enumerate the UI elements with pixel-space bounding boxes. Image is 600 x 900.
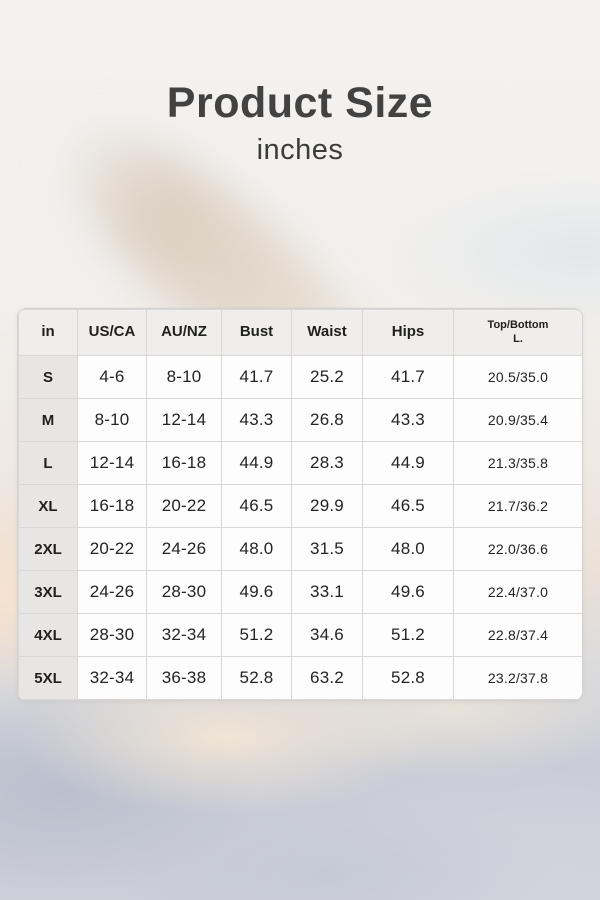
value-cell: 26.8: [291, 398, 363, 442]
table-row: 4XL 28-30 32-34 51.2 34.6 51.2 22.8/37.4: [18, 613, 582, 657]
table-row: XL 16-18 20-22 46.5 29.9 46.5 21.7/36.2: [18, 484, 582, 528]
table-row: 3XL 24-26 28-30 49.6 33.1 49.6 22.4/37.0: [18, 570, 582, 614]
value-cell: 20-22: [146, 484, 222, 528]
value-cell: 51.2: [221, 613, 292, 657]
value-cell: 34.6: [291, 613, 363, 657]
column-header: Top/Bottom L.: [453, 309, 582, 356]
value-cell: 49.6: [362, 570, 454, 614]
value-cell: 8-10: [77, 398, 147, 442]
table-row: 2XL 20-22 24-26 48.0 31.5 48.0 22.0/36.6: [18, 527, 582, 571]
value-cell: 28-30: [146, 570, 222, 614]
value-cell: 44.9: [362, 441, 454, 485]
column-header: AU/NZ: [146, 309, 222, 356]
column-header: in: [18, 309, 78, 356]
value-cell: 28.3: [291, 441, 363, 485]
value-cell: 28-30: [77, 613, 147, 657]
column-header: Hips: [362, 309, 454, 356]
value-cell: 12-14: [77, 441, 147, 485]
size-label-cell: XL: [18, 484, 78, 528]
value-cell: 29.9: [291, 484, 363, 528]
size-label-cell: 2XL: [18, 527, 78, 571]
value-cell: 48.0: [221, 527, 292, 571]
value-cell: 41.7: [221, 355, 292, 399]
value-cell: 20-22: [77, 527, 147, 571]
value-cell: 20.5/35.0: [453, 355, 582, 399]
table-row: S 4-6 8-10 41.7 25.2 41.7 20.5/35.0: [18, 355, 582, 399]
value-cell: 16-18: [77, 484, 147, 528]
value-cell: 51.2: [362, 613, 454, 657]
size-label-cell: 3XL: [18, 570, 78, 614]
value-cell: 46.5: [362, 484, 454, 528]
value-cell: 22.4/37.0: [453, 570, 582, 614]
size-label-cell: S: [18, 355, 78, 399]
value-cell: 22.0/36.6: [453, 527, 582, 571]
value-cell: 52.8: [221, 656, 292, 700]
value-cell: 52.8: [362, 656, 454, 700]
value-cell: 48.0: [362, 527, 454, 571]
value-cell: 16-18: [146, 441, 222, 485]
value-cell: 20.9/35.4: [453, 398, 582, 442]
value-cell: 24-26: [146, 527, 222, 571]
value-cell: 21.3/35.8: [453, 441, 582, 485]
value-cell: 4-6: [77, 355, 147, 399]
value-cell: 43.3: [362, 398, 454, 442]
value-cell: 31.5: [291, 527, 363, 571]
value-cell: 12-14: [146, 398, 222, 442]
size-label-cell: 5XL: [18, 656, 78, 700]
size-label-cell: M: [18, 398, 78, 442]
value-cell: 33.1: [291, 570, 363, 614]
column-header: Bust: [221, 309, 292, 356]
size-table-card: in US/CA AU/NZ Bust Waist Hips Top/Bottom L. S…: [17, 308, 583, 701]
value-cell: 23.2/37.8: [453, 656, 582, 700]
value-cell: 36-38: [146, 656, 222, 700]
size-table: in US/CA AU/NZ Bust Waist Hips Top/Bottom L. S…: [18, 309, 582, 700]
table-row: 5XL 32-34 36-38 52.8 63.2 52.8 23.2/37.8: [18, 656, 582, 700]
value-cell: 43.3: [221, 398, 292, 442]
column-header: Waist: [291, 309, 363, 356]
value-cell: 41.7: [362, 355, 454, 399]
size-label-cell: L: [18, 441, 78, 485]
value-cell: 44.9: [221, 441, 292, 485]
value-cell: 8-10: [146, 355, 222, 399]
column-header: US/CA: [77, 309, 147, 356]
value-cell: 22.8/37.4: [453, 613, 582, 657]
title-block: Product Size inches: [0, 79, 600, 167]
value-cell: 63.2: [291, 656, 363, 700]
value-cell: 49.6: [221, 570, 292, 614]
size-label-cell: 4XL: [18, 613, 78, 657]
value-cell: 21.7/36.2: [453, 484, 582, 528]
size-table-head-row: in US/CA AU/NZ Bust Waist Hips Top/Bottom L.: [18, 309, 582, 356]
value-cell: 46.5: [221, 484, 292, 528]
value-cell: 25.2: [291, 355, 363, 399]
table-row: L 12-14 16-18 44.9 28.3 44.9 21.3/35.8: [18, 441, 582, 485]
page-title: Product Size: [166, 79, 434, 127]
unit-subtitle: inches: [256, 134, 344, 167]
value-cell: 32-34: [146, 613, 222, 657]
value-cell: 24-26: [77, 570, 147, 614]
table-row: M 8-10 12-14 43.3 26.8 43.3 20.9/35.4: [18, 398, 582, 442]
value-cell: 32-34: [77, 656, 147, 700]
